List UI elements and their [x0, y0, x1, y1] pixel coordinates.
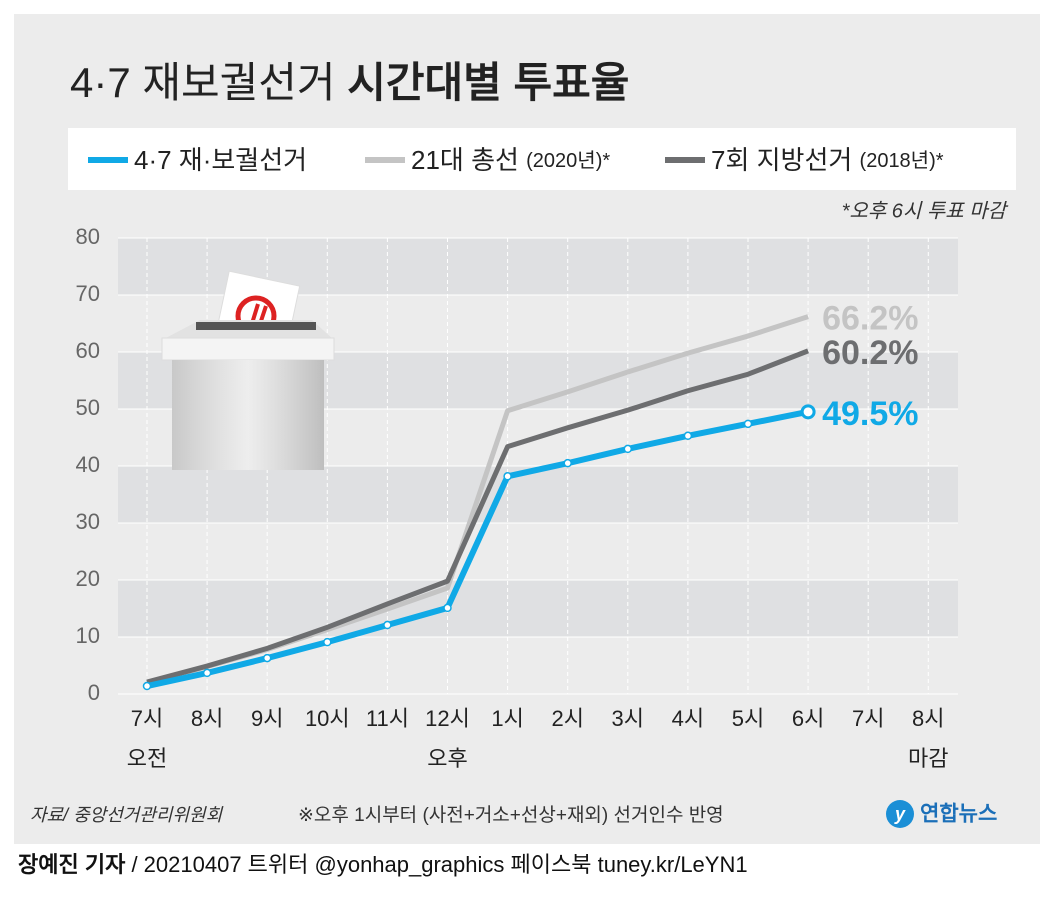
point-marker: [503, 472, 512, 481]
legend-entry: 21대 총선 (2020년)*: [411, 145, 610, 175]
series-line: [146, 408, 809, 689]
value-label: 60.2%: [822, 334, 918, 372]
point-marker: [142, 681, 152, 691]
y-tick-label: 10: [76, 623, 100, 648]
legend-name: 4·7 재·보궐선거: [134, 145, 307, 175]
grid-band: [118, 466, 958, 523]
footnote: ※오후 1시부터 (사전+거소+선상+재외) 선거인수 반영: [298, 804, 724, 826]
x-tick-label: 9시: [251, 706, 283, 731]
point-marker: [743, 419, 753, 429]
grid-band: [118, 580, 958, 637]
x-tick-sublabel: 오후: [427, 746, 467, 771]
y-tick-label: 20: [76, 566, 100, 591]
x-tick-label: 11시: [366, 706, 409, 731]
x-tick-label: 8시: [191, 706, 223, 731]
legend-name: 7회 지방선거: [711, 145, 852, 175]
y-tick-label: 0: [88, 680, 100, 705]
legend-note: (2018년)*: [860, 149, 944, 172]
x-tick-label: 12시: [425, 706, 470, 731]
point-marker: [323, 637, 332, 647]
y-tick-label: 70: [76, 281, 100, 306]
logo-text: 연합뉴스: [920, 803, 997, 826]
x-tick-label: 3시: [612, 706, 644, 731]
ballot-box-illustration: [161, 270, 335, 470]
legend-note: (2020년)*: [526, 149, 610, 172]
credit-author: 장예진 기자: [18, 852, 126, 877]
x-tick-label: 7시: [852, 706, 884, 731]
note: *오후 6시 투표 마감: [842, 200, 1009, 222]
series-line: [146, 348, 810, 685]
x-tick-label: 6시: [792, 706, 824, 731]
legend: 4·7 재·보궐선거 21대 총선 (2020년)* 7회 지방선거 (2018년)…: [88, 145, 944, 175]
point-marker: [443, 603, 452, 613]
x-tick-label: 7시: [131, 706, 163, 731]
title-bold: 시간대별 투표율: [347, 59, 629, 106]
y-tick-label: 80: [76, 224, 100, 249]
legend-name: 21대 총선: [411, 145, 519, 175]
point-marker: [202, 668, 212, 678]
point-marker: [623, 444, 633, 454]
x-tick-label: 4시: [672, 706, 704, 731]
x-tick-label: 8시: [912, 706, 944, 731]
legend-entry: 4·7 재·보궐선거: [134, 145, 307, 175]
value-label: 66.2%: [822, 300, 918, 338]
chart-title: 4·7 재보궐선거 시간대별 투표율: [70, 59, 629, 106]
credit-rest: / 20210407 트위터 @yonhap_graphics 페이스북 tun…: [131, 852, 747, 877]
point-marker: [563, 458, 572, 468]
value-label: 49.5%: [822, 395, 918, 433]
x-tick-label: 1시: [491, 706, 523, 731]
legend-box: [68, 128, 1016, 190]
logo: y 연합뉴스: [886, 800, 997, 828]
svg-text:y: y: [894, 804, 906, 824]
point-marker: [683, 431, 693, 441]
y-tick-label: 40: [76, 452, 100, 477]
y-tick-label: 30: [76, 509, 100, 534]
point-marker: [262, 653, 272, 663]
title-light: 4·7 재보궐선거: [70, 59, 336, 106]
y-tick-label: 50: [76, 395, 100, 420]
credit: 장예진 기자 / 20210407 트위터 @yonhap_graphics 페…: [18, 852, 748, 877]
x-tick-label: 2시: [551, 706, 583, 731]
point-marker: [800, 404, 816, 420]
x-tick-sublabel: 마감: [908, 746, 948, 771]
source: 자료/ 중앙선거관리위원회: [30, 805, 224, 825]
y-tick-label: 60: [76, 338, 100, 363]
x-tick-label: 5시: [732, 706, 764, 731]
x-tick-sublabel: 오전: [127, 746, 167, 771]
x-tick-label: 10시: [305, 706, 350, 731]
point-marker: [383, 620, 392, 630]
legend-entry: 7회 지방선거 (2018년)*: [711, 145, 944, 175]
